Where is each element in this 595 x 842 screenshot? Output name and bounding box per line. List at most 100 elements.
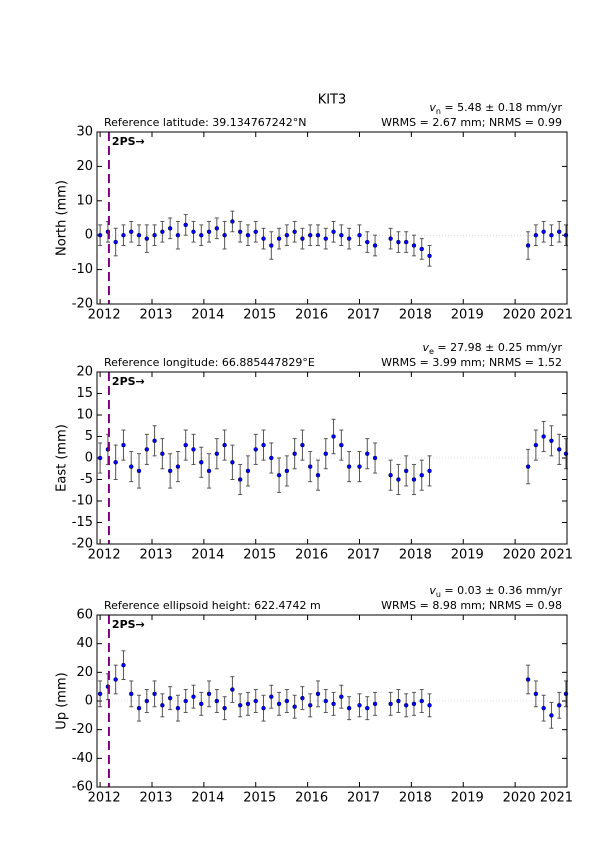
x-tick-label: 2021 <box>540 548 573 563</box>
data-point <box>365 239 370 245</box>
x-tick-label: 2017 <box>347 308 380 323</box>
data-point <box>525 464 531 469</box>
x-tick-label: 2016 <box>295 308 328 323</box>
y-tick-label: 15 <box>76 386 93 401</box>
data-point <box>396 477 401 482</box>
data-point <box>323 451 328 456</box>
y-tick-label: -10 <box>72 494 93 509</box>
data-point <box>222 232 227 238</box>
data-point <box>403 239 409 245</box>
data-point <box>339 442 344 448</box>
data-point <box>339 694 344 699</box>
data-point <box>136 232 142 238</box>
x-tick-label: 2021 <box>540 308 573 323</box>
reference-label: Reference ellipsoid height: 622.4742 m <box>104 599 321 612</box>
data-point <box>388 473 393 478</box>
data-point <box>331 701 336 707</box>
x-tick-label: 2013 <box>139 791 172 806</box>
data-point <box>331 434 336 439</box>
y-axis-label: East (mm) <box>55 424 70 492</box>
data-point <box>175 705 181 711</box>
x-tick-label: 2015 <box>243 548 276 563</box>
x-tick-label: 2019 <box>451 548 484 563</box>
data-point <box>269 694 274 699</box>
velocity-symbol: v <box>422 341 429 354</box>
panel: -20 -15 -10 -5 0 5 10 15 20 2012 2013 2014 2015 2016 2… <box>55 341 574 563</box>
data-point <box>206 229 212 234</box>
data-point <box>427 468 432 474</box>
velocity-label: ve = 27.98 ± 0.25 mm/yr <box>422 341 562 356</box>
event-label: 2PS→ <box>112 618 145 631</box>
data-point <box>253 698 258 704</box>
y-tick-label: 20 <box>76 665 93 680</box>
y-tick-label: 10 <box>76 193 93 208</box>
data-point <box>144 447 150 452</box>
data-point <box>357 703 362 708</box>
data-point <box>269 455 274 461</box>
y-tick-label: -20 <box>72 722 93 737</box>
data-point <box>222 442 227 448</box>
data-point <box>230 687 235 692</box>
data-point <box>419 473 424 478</box>
data-point <box>253 229 258 234</box>
data-point <box>357 464 362 469</box>
data-point <box>339 232 344 238</box>
data-point <box>237 477 243 482</box>
data-point <box>167 695 173 701</box>
data-point <box>403 468 409 474</box>
data-point <box>199 701 204 707</box>
data-point <box>160 451 165 456</box>
data-point <box>549 232 554 238</box>
data-point <box>175 232 181 238</box>
data-point <box>308 464 313 469</box>
data-point <box>533 232 539 238</box>
data-point <box>323 236 328 241</box>
data-point <box>276 473 282 478</box>
x-tick-label: 2016 <box>295 791 328 806</box>
data-point <box>525 677 531 682</box>
y-tick-label: 40 <box>76 636 93 651</box>
data-point <box>365 451 370 456</box>
event-label: 2PS→ <box>112 375 145 388</box>
y-tick-label: 30 <box>76 125 93 140</box>
reference-label: Reference latitude: 39.134767242°N <box>104 116 307 129</box>
y-tick-label: 10 <box>76 408 93 423</box>
x-tick-label: 2012 <box>88 791 121 806</box>
x-tick-label: 2014 <box>191 308 224 323</box>
y-tick-label: 60 <box>76 608 93 623</box>
data-point <box>396 698 401 704</box>
data-point <box>300 236 305 241</box>
velocity-label: vn = 5.48 ± 0.18 mm/yr <box>429 101 562 116</box>
y-axis-label: Up (mm) <box>55 672 70 729</box>
data-point <box>388 701 393 707</box>
data-point <box>557 703 562 708</box>
x-tick-label: 2013 <box>139 548 172 563</box>
data-point <box>175 464 181 469</box>
y-tick-label: -5 <box>80 472 93 487</box>
y-tick-label: -10 <box>72 262 93 277</box>
data-point <box>113 460 118 465</box>
data-point <box>222 705 227 711</box>
data-point <box>199 232 204 238</box>
data-point <box>315 473 321 478</box>
data-point <box>396 239 401 245</box>
plot-frame <box>96 371 568 545</box>
data-point <box>261 442 266 448</box>
velocity-subscript: u <box>436 590 441 599</box>
data-point <box>315 232 321 238</box>
data-point <box>245 232 251 238</box>
data-point <box>411 243 417 248</box>
data-point <box>136 705 142 711</box>
data-point <box>541 434 546 439</box>
x-tick-label: 2012 <box>88 308 121 323</box>
data-point <box>129 464 134 469</box>
data-point <box>152 691 157 697</box>
data-point <box>160 229 165 234</box>
data-point <box>411 701 417 707</box>
panel: -20 -10 0 10 20 30 2012 2013 2014 2015 2016 2017 201… <box>55 101 574 323</box>
data-point <box>144 698 150 704</box>
y-tick-label: -40 <box>72 751 93 766</box>
y-tick-label: 20 <box>76 159 93 174</box>
stats-label: WRMS = 3.99 mm; NRMS = 1.52 <box>381 356 562 369</box>
data-point <box>97 691 103 697</box>
